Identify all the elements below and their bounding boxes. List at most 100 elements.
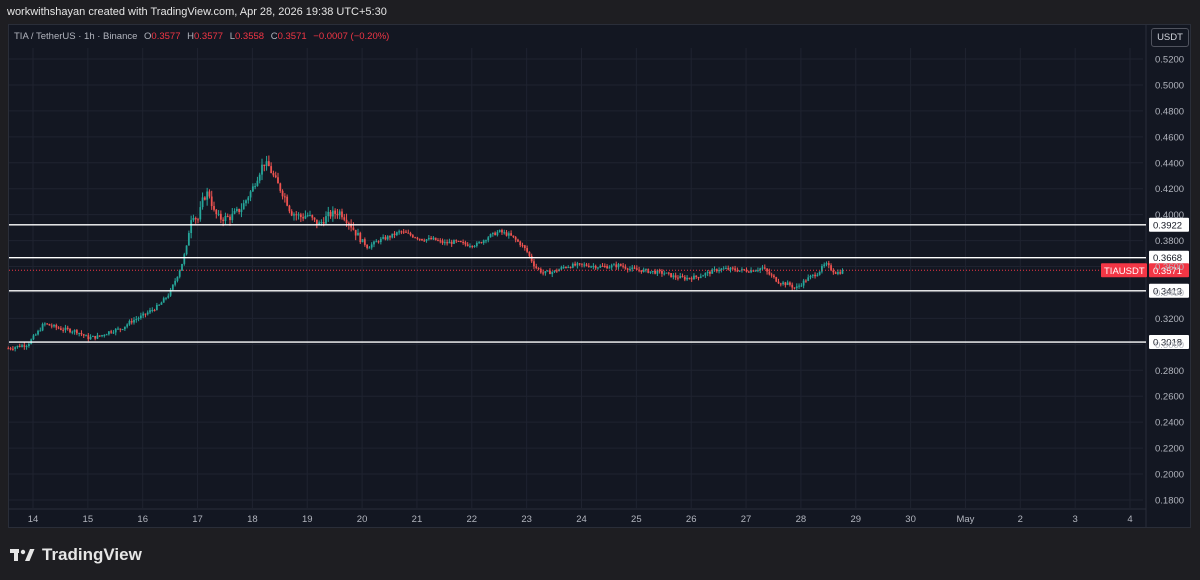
level-price-tag bbox=[1149, 283, 1189, 298]
candle-body bbox=[629, 268, 631, 270]
open-value: 0.3577 bbox=[151, 31, 181, 42]
candle-body bbox=[370, 244, 373, 248]
candle-body bbox=[421, 238, 423, 241]
candle-body bbox=[665, 272, 668, 274]
candle-body bbox=[709, 271, 711, 274]
candle-body bbox=[743, 269, 746, 271]
price-tick-label: 0.2200 bbox=[1155, 444, 1184, 455]
candle-body bbox=[464, 242, 467, 245]
candle-body bbox=[286, 196, 289, 206]
candle-body bbox=[478, 242, 481, 244]
time-tick-label: 18 bbox=[247, 514, 258, 525]
candle-body bbox=[190, 220, 193, 234]
created-by-text: workwithshayan created with TradingView.… bbox=[7, 6, 387, 18]
candle-body bbox=[679, 275, 682, 279]
candle-body bbox=[94, 335, 97, 339]
price-tick-label: 0.4600 bbox=[1155, 132, 1184, 143]
candle-body bbox=[101, 335, 103, 337]
candle-body bbox=[192, 217, 195, 221]
candle-body bbox=[729, 267, 732, 270]
candle-body bbox=[295, 214, 298, 216]
candle-body bbox=[379, 238, 382, 243]
candle-body bbox=[329, 211, 332, 217]
level-price-tag bbox=[1149, 217, 1189, 232]
price-tick-label: 0.3000 bbox=[1155, 340, 1184, 351]
candle-body bbox=[597, 267, 599, 269]
candle-body bbox=[23, 345, 26, 347]
candle-body bbox=[624, 266, 627, 269]
tradingview-logo[interactable]: TradingView bbox=[10, 545, 142, 565]
candle-body bbox=[167, 295, 170, 298]
candle-body bbox=[34, 334, 37, 336]
candle-body bbox=[469, 245, 471, 247]
candle-body bbox=[281, 190, 284, 197]
candle-body bbox=[718, 270, 720, 272]
low-value: 0.3558 bbox=[235, 31, 265, 42]
candle-body bbox=[174, 280, 177, 285]
candle-body bbox=[510, 233, 513, 236]
candle-body bbox=[238, 208, 241, 213]
time-tick-label: 19 bbox=[302, 514, 313, 525]
candle-body bbox=[674, 275, 677, 278]
candle-body bbox=[37, 330, 39, 335]
candle-body bbox=[770, 274, 773, 276]
candle-body bbox=[213, 206, 215, 210]
currency-button[interactable]: USDT bbox=[1151, 28, 1189, 47]
candle-body bbox=[165, 297, 167, 299]
time-tick-label: 17 bbox=[192, 514, 203, 525]
candle-body bbox=[695, 275, 698, 278]
candle-body bbox=[599, 265, 602, 268]
candle-body bbox=[795, 286, 798, 288]
candle-body bbox=[521, 245, 524, 247]
candle-body bbox=[439, 240, 442, 242]
candle-body bbox=[530, 255, 533, 262]
candle-body bbox=[290, 211, 293, 216]
candle-body bbox=[16, 345, 19, 348]
candle-body bbox=[178, 270, 181, 277]
candle-body bbox=[306, 215, 309, 217]
candle-body bbox=[418, 238, 421, 240]
header-bar: workwithshayan created with TradingView.… bbox=[0, 0, 1200, 24]
candle-body bbox=[402, 231, 405, 233]
candle-body bbox=[414, 237, 417, 239]
candle-body bbox=[448, 241, 451, 244]
candle-body bbox=[357, 232, 359, 236]
candle-body bbox=[366, 244, 369, 249]
candle-body bbox=[777, 281, 780, 284]
candle-body bbox=[727, 268, 730, 270]
candle-body bbox=[258, 174, 261, 181]
candle-body bbox=[409, 233, 412, 236]
candle-body bbox=[256, 180, 259, 187]
candle-body bbox=[55, 324, 58, 328]
candle-body bbox=[302, 217, 305, 219]
candle-body bbox=[658, 270, 661, 272]
candle-body bbox=[663, 273, 666, 275]
candle-body bbox=[576, 263, 579, 266]
candle-body bbox=[811, 274, 814, 276]
candle-body bbox=[793, 287, 796, 289]
time-tick-label: 30 bbox=[905, 514, 916, 525]
candle-body bbox=[354, 229, 357, 236]
candle-body bbox=[501, 230, 503, 233]
candle-body bbox=[235, 208, 238, 212]
candle-body bbox=[722, 268, 725, 270]
chart-pane[interactable] bbox=[8, 24, 1191, 528]
candle-body bbox=[251, 186, 254, 192]
candle-body bbox=[585, 264, 588, 266]
candle-body bbox=[830, 265, 832, 271]
candle-body bbox=[603, 265, 606, 267]
candle-body bbox=[775, 277, 778, 282]
candle-body bbox=[320, 222, 323, 224]
candle-body bbox=[649, 271, 652, 273]
candle-body bbox=[43, 323, 46, 325]
candle-body bbox=[130, 321, 133, 323]
candle-body bbox=[336, 213, 339, 216]
candle-body bbox=[832, 270, 835, 273]
candle-body bbox=[457, 240, 460, 242]
candle-body bbox=[670, 273, 672, 278]
candle-body bbox=[496, 232, 499, 236]
candle-body bbox=[59, 328, 62, 330]
candle-body bbox=[425, 239, 428, 241]
price-tick-label: 0.5200 bbox=[1155, 55, 1184, 66]
